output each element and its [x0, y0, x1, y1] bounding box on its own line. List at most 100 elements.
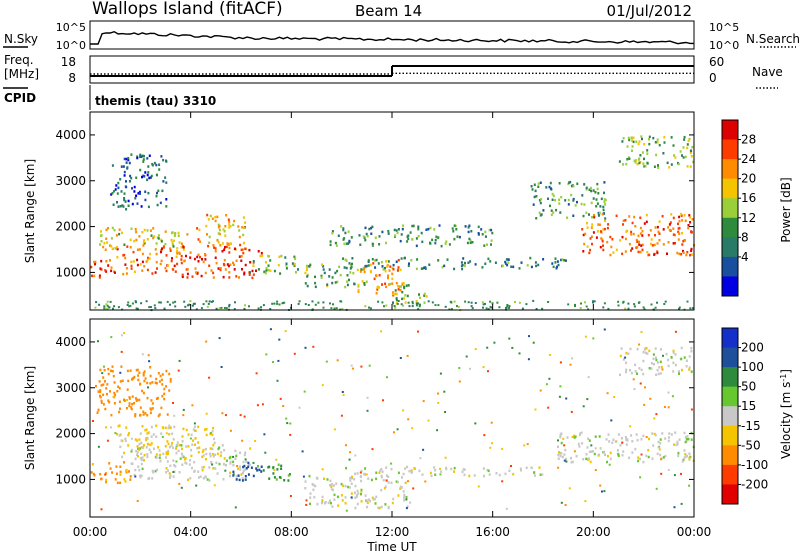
power-cell — [602, 205, 605, 209]
velocity-cell — [439, 473, 442, 476]
velocity-cell — [397, 471, 400, 475]
power-cell — [574, 204, 577, 207]
power-cell — [260, 251, 263, 255]
velocity-cell — [606, 454, 609, 458]
power-cell — [221, 242, 224, 245]
velocity-cell — [152, 471, 155, 474]
power-cell — [444, 305, 447, 308]
power-cell — [407, 264, 410, 267]
velocity-cell — [193, 425, 196, 428]
power-cell — [161, 189, 164, 193]
power-cell — [621, 252, 624, 256]
power-cell — [450, 308, 453, 311]
velocity-cell — [491, 442, 493, 445]
power-cell — [412, 224, 415, 228]
velocity-cell — [663, 406, 666, 408]
power-cell — [100, 240, 103, 243]
power-cell — [248, 273, 251, 276]
power-cell — [631, 139, 633, 142]
velocity-cell — [619, 444, 622, 447]
power-cell — [248, 305, 250, 308]
velocity-cell — [134, 457, 137, 461]
velocity-cell — [134, 438, 137, 441]
power-cell — [583, 203, 586, 206]
velocity-cell — [330, 483, 333, 486]
velocity-cell — [364, 467, 367, 470]
velocity-cell — [114, 393, 117, 397]
power-cell — [233, 268, 236, 271]
velocity-cell — [374, 502, 377, 505]
velocity-cell — [177, 369, 180, 372]
power-cell — [278, 303, 281, 306]
power-cell — [174, 305, 177, 308]
power-cell — [464, 300, 467, 303]
velocity-cell — [326, 478, 329, 481]
velocity-cell — [272, 466, 275, 469]
power-cell — [116, 192, 119, 195]
power-cell — [165, 205, 168, 208]
velocity-cell — [100, 401, 103, 404]
power-cell — [220, 306, 223, 309]
velocity-cell — [411, 427, 414, 430]
velocity-cell — [309, 496, 312, 499]
velocity-cell — [607, 433, 610, 436]
power-cell — [348, 239, 351, 243]
power-cell — [177, 231, 180, 235]
velocity-cell — [125, 469, 128, 473]
power-cell — [103, 242, 106, 245]
power-cell — [157, 237, 160, 240]
velocity-cell — [685, 455, 688, 458]
velocity-cell — [367, 477, 370, 480]
velocity-cell — [430, 474, 433, 478]
power-cell — [590, 235, 593, 238]
velocity-cell — [289, 422, 292, 425]
power-cell — [133, 190, 136, 193]
velocity-cell — [337, 504, 340, 507]
power-cell — [602, 228, 605, 231]
velocity-cell — [211, 433, 214, 436]
velocity-cell — [232, 464, 235, 467]
velocity-cell — [151, 469, 154, 473]
power-cell — [551, 192, 554, 196]
power-cell — [126, 245, 129, 248]
power-cell — [235, 259, 238, 262]
velocity-cell — [187, 478, 190, 482]
power-cell — [651, 244, 654, 247]
velocity-cell — [563, 453, 566, 456]
power-cell — [435, 235, 438, 239]
power-cell — [678, 252, 681, 256]
power-cell — [211, 217, 214, 220]
power-cell — [172, 239, 175, 242]
velocity-cell — [223, 448, 226, 452]
power-cell — [559, 211, 562, 214]
velocity-cell — [97, 390, 100, 393]
velocity-cell — [201, 450, 204, 454]
power-cell — [228, 251, 231, 254]
power-cell — [176, 247, 179, 250]
power-cell — [467, 301, 470, 304]
power-cell — [125, 161, 128, 164]
colorbar-tick-label: -200 — [741, 477, 768, 491]
velocity-cell — [510, 465, 512, 467]
power-cell — [334, 281, 337, 284]
power-cell — [622, 301, 625, 304]
velocity-cell — [205, 447, 207, 451]
power-cell — [228, 271, 231, 274]
velocity-cell — [378, 471, 381, 474]
power-cell — [640, 135, 643, 138]
power-cell — [362, 266, 365, 270]
power-cell — [598, 223, 601, 226]
velocity-cell — [191, 443, 194, 446]
power-cell — [597, 223, 600, 226]
power-cell — [123, 197, 126, 200]
velocity-cell — [100, 508, 103, 511]
velocity-cell — [140, 462, 143, 466]
power-cell — [172, 245, 175, 248]
power-cell — [232, 261, 234, 265]
power-cell — [135, 230, 138, 234]
velocity-cell — [613, 396, 616, 398]
velocity-cell — [354, 506, 357, 510]
power-cell — [204, 253, 206, 256]
velocity-cell — [189, 477, 192, 480]
velocity-cell — [241, 439, 244, 442]
